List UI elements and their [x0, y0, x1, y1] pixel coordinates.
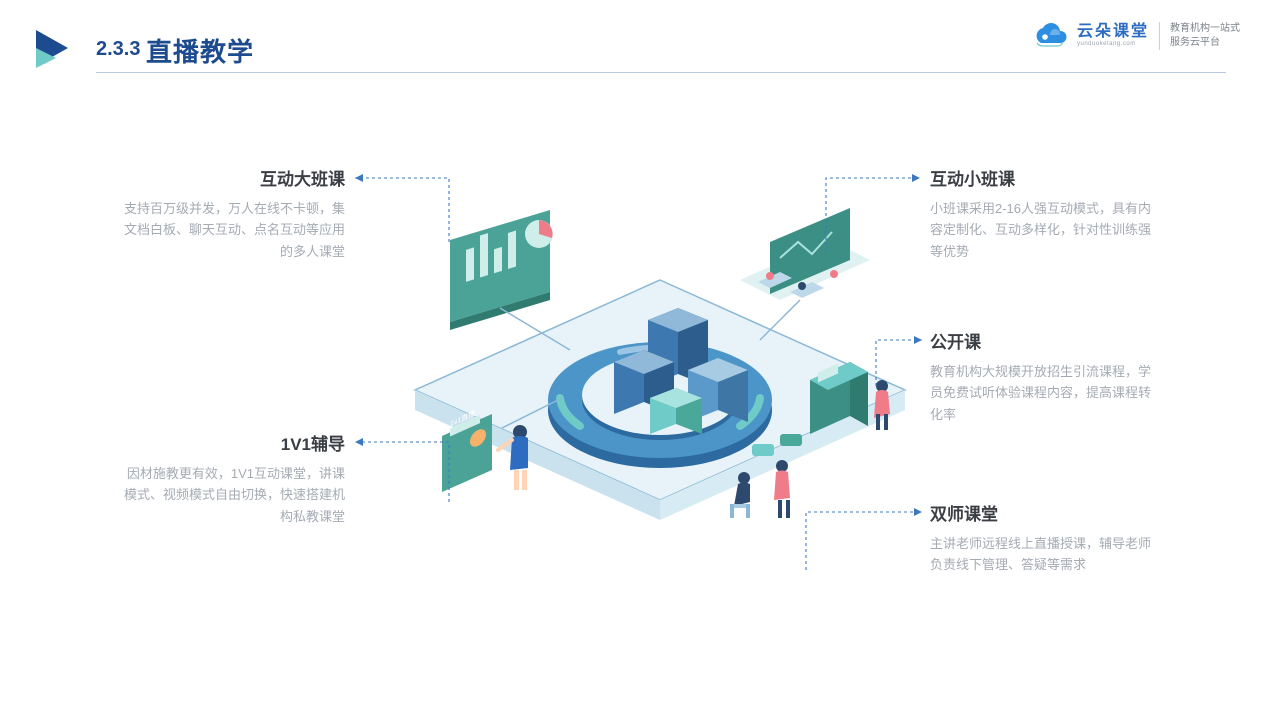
feature-open-class: 公开课 教育机构大规模开放招生引流课程，学员免费试听体验课程内容，提高课程转化率: [930, 328, 1155, 425]
feature-body: 支持百万级并发，万人在线不卡顿，集文档白板、聊天互动、点名互动等应用的多人课堂: [120, 198, 345, 262]
feature-small-class: 互动小班课 小班课采用2-16人强互动模式，具有内容定制化、互动多样化，针对性训…: [930, 165, 1155, 262]
feature-title: 1V1辅导: [120, 430, 345, 455]
feature-large-class: 互动大班课 支持百万级并发，万人在线不卡顿，集文档白板、聊天互动、点名互动等应用…: [120, 165, 345, 262]
feature-body: 小班课采用2-16人强互动模式，具有内容定制化、互动多样化，针对性训练强等优势: [930, 198, 1155, 262]
feature-title: 互动小班课: [930, 165, 1155, 190]
feature-1v1: 1V1辅导 因材施教更有效，1V1互动课堂，讲课模式、视频模式自由切换，快速搭建…: [120, 430, 345, 527]
feature-title: 互动大班课: [120, 165, 345, 190]
feature-title: 公开课: [930, 328, 1155, 353]
header-rule: [96, 72, 1226, 73]
feature-body: 教育机构大规模开放招生引流课程，学员免费试听体验课程内容，提高课程转化率: [930, 361, 1155, 425]
section-number: 2.3.3: [96, 38, 140, 61]
logo-divider: [1159, 22, 1160, 50]
section-title: 直播教学: [146, 32, 254, 69]
brand-logo: 云朵课堂 yunduoketang.com 教育机构一站式服务云平台: [1031, 22, 1240, 50]
feature-dual-teacher: 双师课堂 主讲老师远程线上直播授课，辅导老师负责线下管理、答疑等需求: [930, 500, 1155, 576]
central-illustration: 999人 • 在线听课: [400, 200, 920, 580]
feature-title: 双师课堂: [930, 500, 1155, 525]
logo-text-sub: yunduoketang.com: [1077, 41, 1149, 47]
cloud-icon: [1031, 23, 1067, 49]
feature-body: 主讲老师远程线上直播授课，辅导老师负责线下管理、答疑等需求: [930, 533, 1155, 576]
logo-tagline: 教育机构一站式服务云平台: [1170, 22, 1240, 50]
logo-text-main: 云朵课堂: [1077, 24, 1149, 41]
feature-body: 因材施教更有效，1V1互动课堂，讲课模式、视频模式自由切换，快速搭建机构私教课堂: [120, 463, 345, 527]
header-play-icon: [32, 28, 72, 68]
